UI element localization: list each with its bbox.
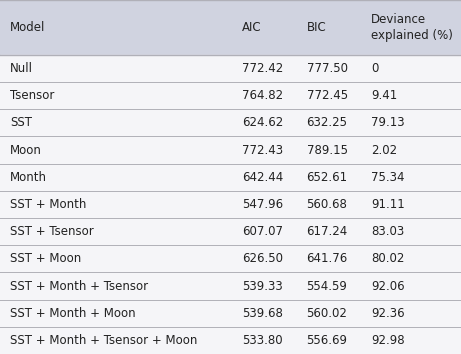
Text: 92.36: 92.36: [371, 307, 405, 320]
Text: SST + Month + Tsensor + Moon: SST + Month + Tsensor + Moon: [10, 334, 197, 347]
Text: 777.50: 777.50: [307, 62, 348, 75]
Text: Tsensor: Tsensor: [10, 89, 54, 102]
Text: Month: Month: [10, 171, 47, 184]
Text: 772.43: 772.43: [242, 144, 283, 156]
Bar: [0, 164, 461, 191]
Text: 554.59: 554.59: [307, 280, 348, 292]
Text: SST + Moon: SST + Moon: [10, 252, 82, 265]
Text: 764.82: 764.82: [242, 89, 283, 102]
Text: Deviance
explained (%): Deviance explained (%): [371, 13, 453, 42]
Text: 79.13: 79.13: [371, 116, 405, 129]
Text: 547.96: 547.96: [242, 198, 283, 211]
Text: 772.42: 772.42: [242, 62, 283, 75]
Text: 641.76: 641.76: [307, 252, 348, 265]
Text: 92.06: 92.06: [371, 280, 405, 292]
Text: AIC: AIC: [242, 21, 262, 34]
Text: 539.33: 539.33: [242, 280, 283, 292]
Text: 539.68: 539.68: [242, 307, 283, 320]
Text: 9.41: 9.41: [371, 89, 397, 102]
Bar: [0, 82, 461, 109]
Text: SST + Month + Tsensor: SST + Month + Tsensor: [10, 280, 148, 292]
Text: SST + Month: SST + Month: [10, 198, 87, 211]
Text: 80.02: 80.02: [371, 252, 404, 265]
Text: 556.69: 556.69: [307, 334, 348, 347]
Text: 617.24: 617.24: [307, 225, 348, 238]
Text: SST: SST: [10, 116, 32, 129]
Text: 652.61: 652.61: [307, 171, 348, 184]
Bar: [0, 0, 461, 55]
Text: 533.80: 533.80: [242, 334, 283, 347]
Text: 626.50: 626.50: [242, 252, 283, 265]
Text: 91.11: 91.11: [371, 198, 405, 211]
Text: 83.03: 83.03: [371, 225, 404, 238]
Text: 560.02: 560.02: [307, 307, 348, 320]
Bar: [0, 245, 461, 273]
Text: BIC: BIC: [307, 21, 326, 34]
Text: Moon: Moon: [10, 144, 42, 156]
Bar: [0, 327, 461, 354]
Text: SST + Tsensor: SST + Tsensor: [10, 225, 94, 238]
Text: 0: 0: [371, 62, 378, 75]
Text: 632.25: 632.25: [307, 116, 348, 129]
Text: 642.44: 642.44: [242, 171, 283, 184]
Text: 607.07: 607.07: [242, 225, 283, 238]
Text: 560.68: 560.68: [307, 198, 348, 211]
Text: SST + Month + Moon: SST + Month + Moon: [10, 307, 136, 320]
Text: 624.62: 624.62: [242, 116, 283, 129]
Text: 92.98: 92.98: [371, 334, 405, 347]
Bar: [0, 55, 461, 82]
Bar: [0, 109, 461, 136]
Bar: [0, 299, 461, 327]
Bar: [0, 191, 461, 218]
Bar: [0, 218, 461, 245]
Text: 789.15: 789.15: [307, 144, 348, 156]
Bar: [0, 136, 461, 164]
Bar: [0, 273, 461, 299]
Text: Null: Null: [10, 62, 33, 75]
Text: 772.45: 772.45: [307, 89, 348, 102]
Text: Model: Model: [10, 21, 46, 34]
Text: 75.34: 75.34: [371, 171, 405, 184]
Text: 2.02: 2.02: [371, 144, 397, 156]
